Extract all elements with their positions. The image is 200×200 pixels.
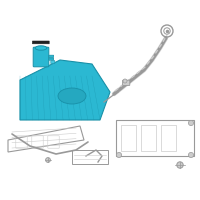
FancyBboxPatch shape	[51, 61, 55, 64]
Circle shape	[188, 120, 194, 126]
Ellipse shape	[58, 88, 86, 104]
Circle shape	[116, 152, 122, 158]
Circle shape	[188, 152, 194, 158]
FancyBboxPatch shape	[33, 47, 49, 67]
Circle shape	[46, 158, 50, 162]
Ellipse shape	[35, 46, 47, 50]
FancyBboxPatch shape	[123, 80, 130, 85]
FancyBboxPatch shape	[32, 41, 49, 44]
FancyBboxPatch shape	[49, 58, 54, 60]
Circle shape	[123, 79, 127, 83]
Polygon shape	[20, 60, 110, 120]
FancyBboxPatch shape	[49, 55, 54, 57]
Circle shape	[177, 162, 183, 168]
